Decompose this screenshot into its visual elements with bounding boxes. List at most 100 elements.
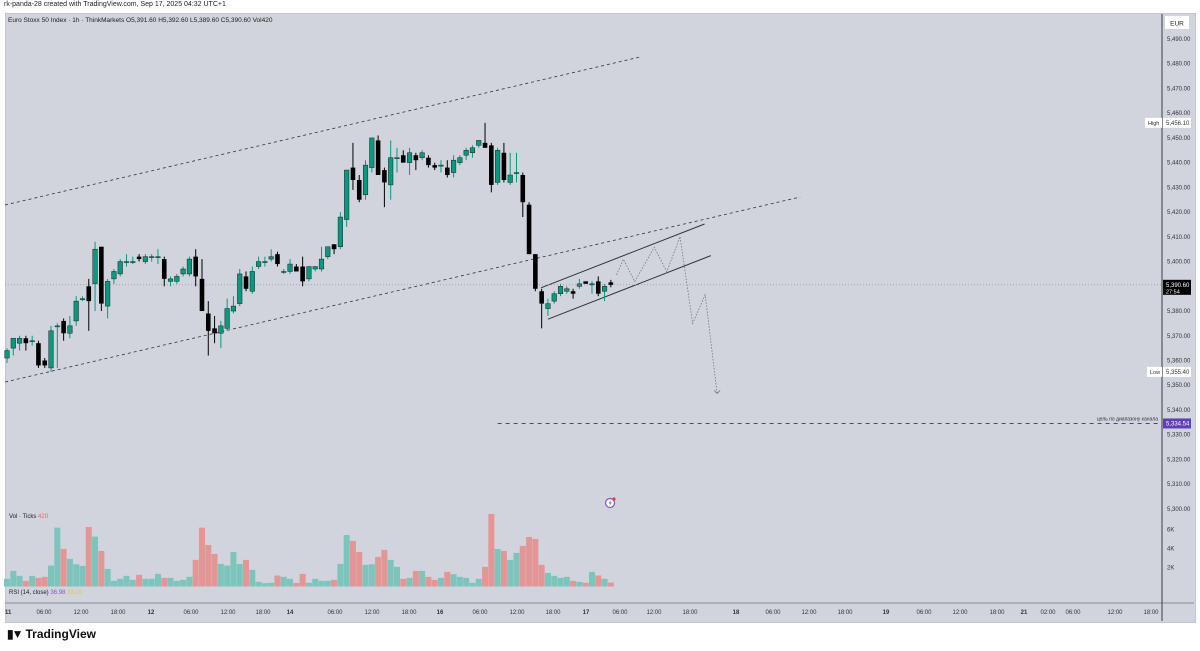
time-tick-label: 17	[583, 610, 590, 616]
volume-legend[interactable]: Vol · Ticks 420	[9, 514, 48, 520]
tradingview-logo[interactable]: ▮▼ TradingView	[7, 627, 96, 641]
candle-body	[205, 313, 211, 331]
price-axis[interactable]: 5,490.00 5,480.00 5,470.00 5,460.00 5,450.00…	[1167, 37, 1191, 513]
time-tick-label: 06:00	[183, 610, 199, 616]
candle-body	[325, 246, 331, 257]
lightning-icon[interactable]	[604, 497, 616, 509]
candle-body	[413, 155, 419, 161]
volume-bar	[129, 579, 136, 587]
candle-body	[375, 140, 381, 176]
time-tick-label: 12:00	[646, 610, 662, 616]
rsi-legend[interactable]: RSI (14, close) 36.98 33.10	[9, 590, 82, 596]
candle-body	[149, 256, 155, 258]
volume-bar	[280, 576, 287, 587]
time-tick-label: 06:00	[36, 610, 52, 616]
symbol-legend[interactable]: Euro Stoxx 50 Index · 1h · ThinkMarkets …	[8, 17, 272, 24]
candle-body	[507, 174, 513, 183]
candle-body	[4, 350, 10, 359]
time-tick-label: 18:00	[401, 610, 417, 616]
volume-bar	[54, 527, 61, 587]
candle-body	[469, 147, 476, 154]
candle-body	[608, 282, 614, 285]
time-axis[interactable]: 11 06:00 12:00 18:00 12 06:00 12:00 18:00 14 06:0…	[5, 610, 1159, 616]
volume-bar	[450, 574, 457, 587]
volume-bar	[400, 578, 407, 587]
candle-body	[362, 164, 369, 196]
low-tag: Low	[1150, 370, 1160, 376]
candle-body	[186, 258, 192, 275]
candle-body	[570, 291, 576, 294]
target-line-label: цель по диапазону канала	[1097, 416, 1158, 422]
volume-bar	[4, 578, 10, 587]
target-price: 5,334.54	[1166, 421, 1190, 427]
candle-body	[369, 137, 375, 168]
projection-path	[616, 236, 718, 394]
logo-text: TradingView	[25, 627, 96, 641]
candle-body	[256, 261, 262, 267]
candle-body	[212, 328, 217, 334]
volume-bar	[274, 575, 281, 587]
rsi-value: 36.98	[50, 590, 66, 596]
candle-body	[36, 343, 41, 366]
volume-bar	[29, 575, 36, 587]
volume-bar	[224, 565, 231, 587]
volume-bar	[475, 578, 482, 587]
volume-bar	[324, 580, 331, 587]
candle-body	[142, 256, 148, 262]
candle-body	[180, 268, 186, 275]
volume-bar	[349, 540, 356, 587]
volume-bar	[343, 534, 350, 587]
volume-tick-label: 2K	[1167, 566, 1174, 572]
volume-bar	[268, 582, 275, 587]
candle-body	[564, 288, 570, 292]
volume-bar	[173, 580, 180, 587]
candles-layer	[4, 122, 614, 372]
volume-bar	[198, 527, 205, 587]
time-tick-label: 12:00	[1107, 610, 1123, 616]
candle-body	[438, 164, 444, 167]
time-tick-label: 12:00	[73, 610, 89, 616]
candle-body	[388, 157, 394, 186]
price-tick-label: 5,440.00	[1167, 161, 1191, 167]
price-tick-label: 5,300.00	[1167, 507, 1191, 513]
volume-bar	[381, 549, 388, 587]
volume-bar	[482, 566, 489, 587]
candle-body	[476, 140, 482, 146]
volume-bar	[167, 577, 174, 587]
time-tick-label: 18:00	[1143, 610, 1159, 616]
volume-tick-label: 6K	[1167, 528, 1174, 534]
candle-body	[432, 165, 438, 168]
candle-body	[400, 155, 406, 163]
volume-bar	[507, 559, 514, 587]
candle-body	[294, 266, 299, 272]
currency-label: EUR	[1170, 21, 1184, 28]
candle-body	[155, 256, 161, 258]
price-tick-label: 5,450.00	[1167, 136, 1191, 142]
price-tick-label: 5,430.00	[1167, 185, 1191, 191]
rsi-legend-label: RSI (14, close)	[9, 590, 49, 596]
high-value: H5,392.60	[158, 17, 189, 24]
candle-body	[306, 266, 312, 280]
time-tick-label: 12:00	[364, 610, 380, 616]
candle-body	[495, 150, 501, 183]
price-tick-label: 5,330.00	[1167, 433, 1191, 439]
upper-trendline	[5, 56, 640, 206]
price-tick-label: 5,360.00	[1167, 358, 1191, 364]
chart-frame[interactable]	[5, 13, 1196, 623]
candle-body	[130, 261, 136, 263]
candle-body	[394, 157, 400, 159]
time-tick-label: 18	[733, 610, 740, 616]
currency-box[interactable]	[1165, 16, 1189, 29]
time-tick-label: 19	[883, 610, 890, 616]
price-tick-label: 5,400.00	[1167, 260, 1191, 266]
candle-body	[67, 325, 73, 334]
volume-bar	[79, 565, 86, 587]
candle-body	[583, 281, 588, 284]
volume-bar	[588, 571, 595, 587]
time-tick-label: 12:00	[801, 610, 817, 616]
candle-body	[589, 283, 595, 286]
volume-bar	[161, 577, 168, 587]
candle-body	[419, 152, 425, 158]
